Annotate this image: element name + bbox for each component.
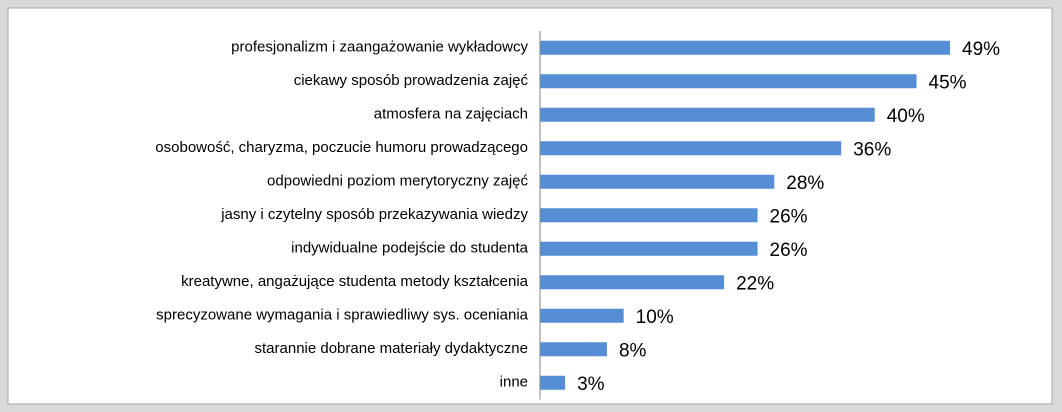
category-label: inne: [500, 374, 528, 391]
category-label: odpowiedni poziom merytoryczny zajęć: [267, 173, 528, 190]
data-label: 3%: [577, 374, 605, 395]
data-label: 45%: [929, 72, 967, 93]
category-label: indywidualne podejście do studenta: [291, 240, 528, 257]
category-label: kreatywne, angażujące studenta metody ks…: [181, 273, 529, 290]
bar: [540, 375, 566, 390]
bar: [540, 74, 917, 89]
category-label: starannie dobrane materiały dydaktyczne: [255, 340, 529, 357]
data-label: 36%: [853, 139, 891, 160]
data-label: 22%: [736, 273, 774, 294]
data-label: 26%: [770, 206, 808, 227]
data-label: 49%: [962, 39, 1000, 60]
bar: [540, 342, 607, 357]
bar: [540, 308, 624, 323]
bar: [540, 174, 775, 189]
bar: [540, 107, 875, 122]
category-label: osobowość, charyzma, poczucie humoru pro…: [155, 139, 528, 156]
data-label: 10%: [636, 307, 674, 328]
plot-panel: [7, 7, 1053, 405]
bar: [540, 40, 950, 55]
category-label: atmosfera na zajęciach: [374, 106, 528, 123]
data-label: 26%: [770, 240, 808, 261]
data-label: 8%: [619, 340, 647, 361]
category-label: profesjonalizm i zaangażowanie wykładowc…: [231, 39, 528, 56]
data-label: 40%: [887, 106, 925, 127]
bar: [540, 141, 842, 156]
data-label: 28%: [786, 173, 824, 194]
category-label: sprecyzowane wymagania i sprawiedliwy sy…: [156, 307, 528, 324]
category-label: ciekawy sposób prowadzenia zajęć: [294, 72, 529, 89]
bar: [540, 275, 725, 290]
bar: [540, 208, 758, 223]
category-label: jasny i czytelny sposób przekazywania wi…: [220, 206, 528, 223]
bar: [540, 241, 758, 256]
